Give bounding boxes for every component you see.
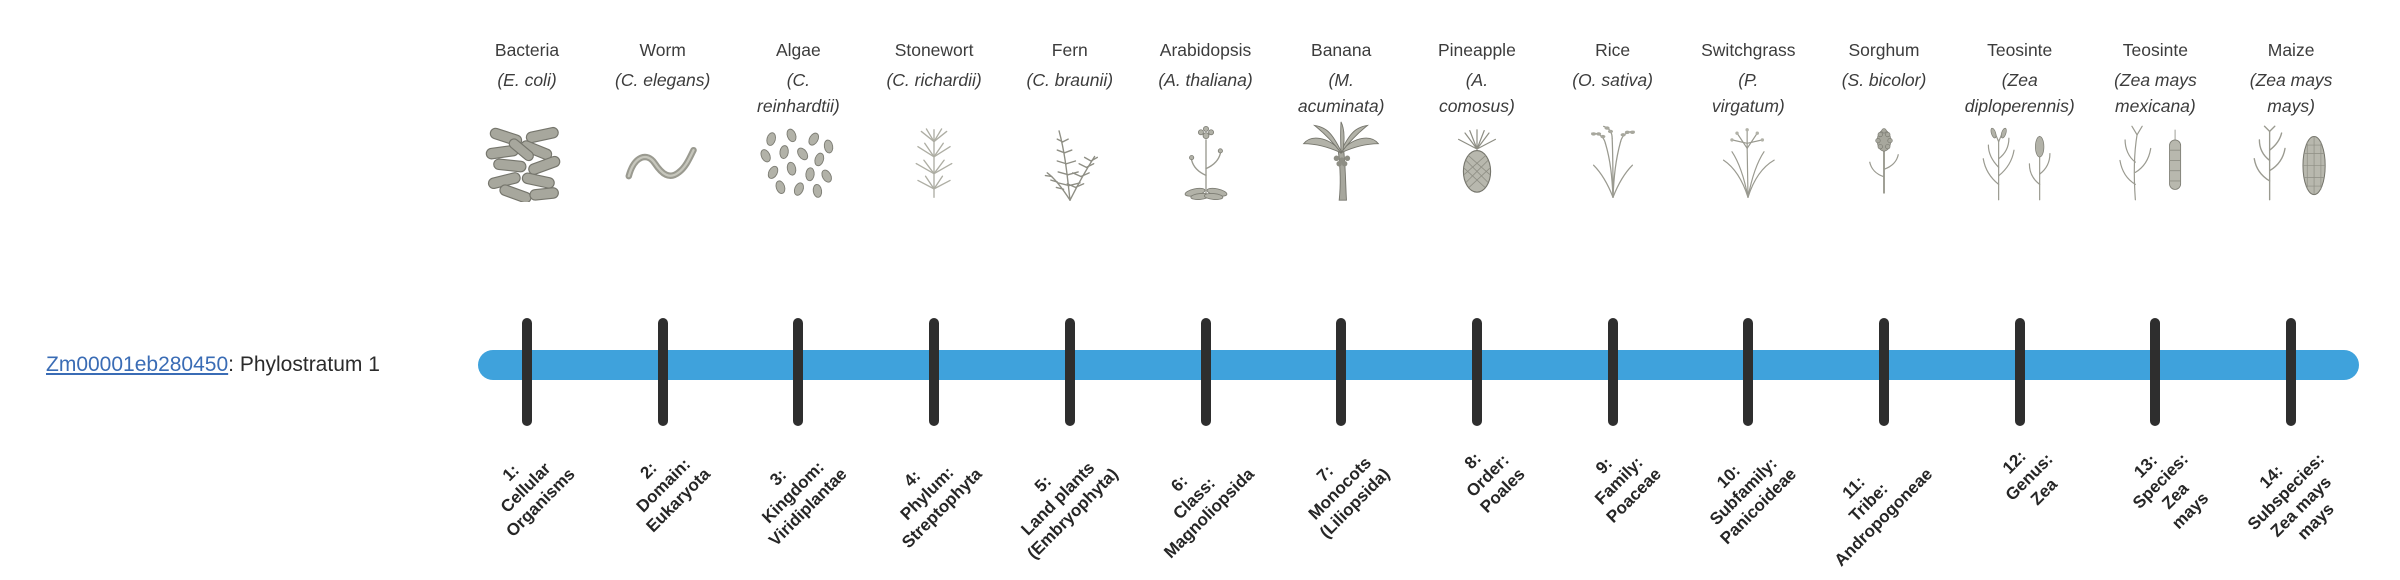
phylostratum-label: 13: Species: Zea mays <box>2129 449 2213 533</box>
sorghum-icon <box>1814 112 1954 202</box>
organism-scientific-name: (A. thaliana) <box>1158 70 1253 90</box>
phylostratum-label: 10: Subfamily: Panicoideae <box>1706 453 1801 548</box>
organism-name: Rice <box>1595 40 1631 60</box>
timeline-tick <box>1064 318 1075 426</box>
rice-icon <box>1543 112 1683 202</box>
timeline-tick <box>1471 318 1482 426</box>
stratum-column: Sorghum (S. bicolor) 11: Tribe: Andropog… <box>1814 0 1954 580</box>
timeline-bar <box>478 350 2359 380</box>
organism-name: Sorghum <box>1848 40 1920 60</box>
stratum-column: Teosinte (Zea diploperennis) 12: Genus: … <box>1950 0 2090 580</box>
timeline-tick <box>793 318 804 426</box>
phylostratum-label: 2: Domain: Eukaryota <box>633 454 715 536</box>
phylostratum-label: 1: Cellular Organisms <box>497 458 579 541</box>
organism-name: Teosinte <box>2122 40 2188 60</box>
organism-scientific-name: (C. braunii) <box>1026 70 1114 90</box>
timeline-tick <box>657 318 668 426</box>
stonewort-icon <box>864 112 1004 202</box>
organism-name: Stonewort <box>894 40 974 60</box>
stratum-column: Worm (C. elegans) 2: Domain: Eukaryota <box>593 0 733 580</box>
stratum-column: Arabidopsis (A. thaliana) 6: Class: Magn… <box>1136 0 1276 580</box>
gene-link[interactable]: Zm00001eb280450 <box>46 353 229 376</box>
organism-name: Switchgrass <box>1701 40 1796 60</box>
organism-scientific-name: (C. elegans) <box>615 70 711 90</box>
timeline-tick <box>929 318 940 426</box>
timeline-tick <box>522 318 532 426</box>
phylostratum-label: 6: Class: Magnoliopsida <box>1159 464 1258 562</box>
worm-icon <box>593 112 733 202</box>
organism-scientific-name: (Zea mays mays) <box>2249 70 2333 116</box>
arabidopsis-icon <box>1136 112 1276 202</box>
phylostratum-label: 3: Kingdom: Viridiplantae <box>757 457 851 550</box>
timeline-tick <box>1607 318 1618 426</box>
timeline-tick <box>2014 318 2025 426</box>
timeline-tick <box>2150 318 2161 426</box>
stratum-column: Rice (O. sativa) 9: Family: Poaceae <box>1543 0 1683 580</box>
teosinte-mexicana-icon <box>2085 112 2225 202</box>
timeline-tick <box>1879 318 1889 426</box>
algae-icon <box>728 112 868 202</box>
organism-name: Pineapple <box>1437 40 1516 60</box>
stratum-column: Fern (C. braunii) 5: Land plants (Embryo… <box>1000 0 1140 580</box>
phylostratum-label: 11: Tribe: Andropogoneae <box>1830 464 1936 571</box>
phylostratum-label: 7: Monocots (Liliopsida) <box>1304 453 1394 542</box>
organism-name: Fern <box>1051 40 1088 60</box>
timeline-tick <box>1743 318 1754 426</box>
organism-scientific-name: (S. bicolor) <box>1841 70 1927 90</box>
organism-scientific-name: (C. richardii) <box>886 70 982 90</box>
stratum-column: Pineapple (A. comosus) 8: Order: Poales <box>1407 0 1547 580</box>
phylostratum-label: 14: Subspecies: Zea mays mays <box>2243 449 2338 544</box>
stratum-column: Teosinte (Zea mays mexicana) 13: Species… <box>2085 0 2225 580</box>
phylostratum-text: : Phylostratum 1 <box>228 353 380 376</box>
organism-scientific-name: (O. sativa) <box>1572 70 1653 90</box>
organism-name: Teosinte <box>1987 40 2053 60</box>
timeline-tick <box>1336 318 1347 426</box>
stratum-column: Bacteria (E. coli) 1: Cellular Organisms <box>457 0 597 580</box>
organism-name: Worm <box>639 40 686 60</box>
stratum-column: Switchgrass (P. virgatum) 10: Subfamily:… <box>1678 0 1818 580</box>
stratum-column: Stonewort (C. richardii) 4: Phylum: Stre… <box>864 0 1004 580</box>
organism-scientific-name: (A. comosus) <box>1438 70 1515 116</box>
organism-name: Maize <box>2267 40 2315 60</box>
pineapple-icon <box>1407 112 1547 202</box>
stratum-column: Banana (M. acuminata) 7: Monocots (Lilio… <box>1271 0 1411 580</box>
organism-name: Banana <box>1311 40 1372 60</box>
bacteria-icon <box>457 112 597 202</box>
switchgrass-icon <box>1678 112 1818 202</box>
phylostratum-label: 5: Land plants (Embryophyta) <box>1017 458 1122 563</box>
organism-scientific-name: (P. virgatum) <box>1711 70 1785 116</box>
organism-scientific-name: (E. coli) <box>497 70 557 90</box>
stratum-column: Maize (Zea mays mays) 14: Subspecies: Ze… <box>2221 0 2361 580</box>
timeline-tick <box>2286 318 2297 426</box>
organism-scientific-name: (Zea mays mexicana) <box>2114 70 2197 116</box>
phylostratum-label: 4: Phylum: Streptophyta <box>896 462 986 552</box>
organism-scientific-name: (Zea diploperennis) <box>1964 70 2075 116</box>
organism-name: Arabidopsis <box>1159 40 1252 60</box>
organism-name: Algae <box>776 40 821 60</box>
maize-icon <box>2221 112 2361 202</box>
phylostratum-label: 12: Genus: Zea <box>1998 446 2062 509</box>
banana-icon <box>1271 112 1411 202</box>
gene-label: Zm00001eb280450: Phylostratum 1 <box>46 353 380 377</box>
stratum-column: Algae (C. reinhardtii) 3: Kingdom: Virid… <box>728 0 868 580</box>
organism-scientific-name: (C. reinhardtii) <box>757 70 840 116</box>
organism-name: Bacteria <box>494 40 560 60</box>
teosinte-diploperennis-icon <box>1950 112 2090 202</box>
timeline-tick <box>1200 318 1211 426</box>
fern-icon <box>1000 112 1140 202</box>
organism-scientific-name: (M. acuminata) <box>1297 70 1385 116</box>
phylostratum-label: 8: Order: Poales <box>1460 448 1529 517</box>
phylostratum-label: 9: Family: Poaceae <box>1590 452 1665 527</box>
